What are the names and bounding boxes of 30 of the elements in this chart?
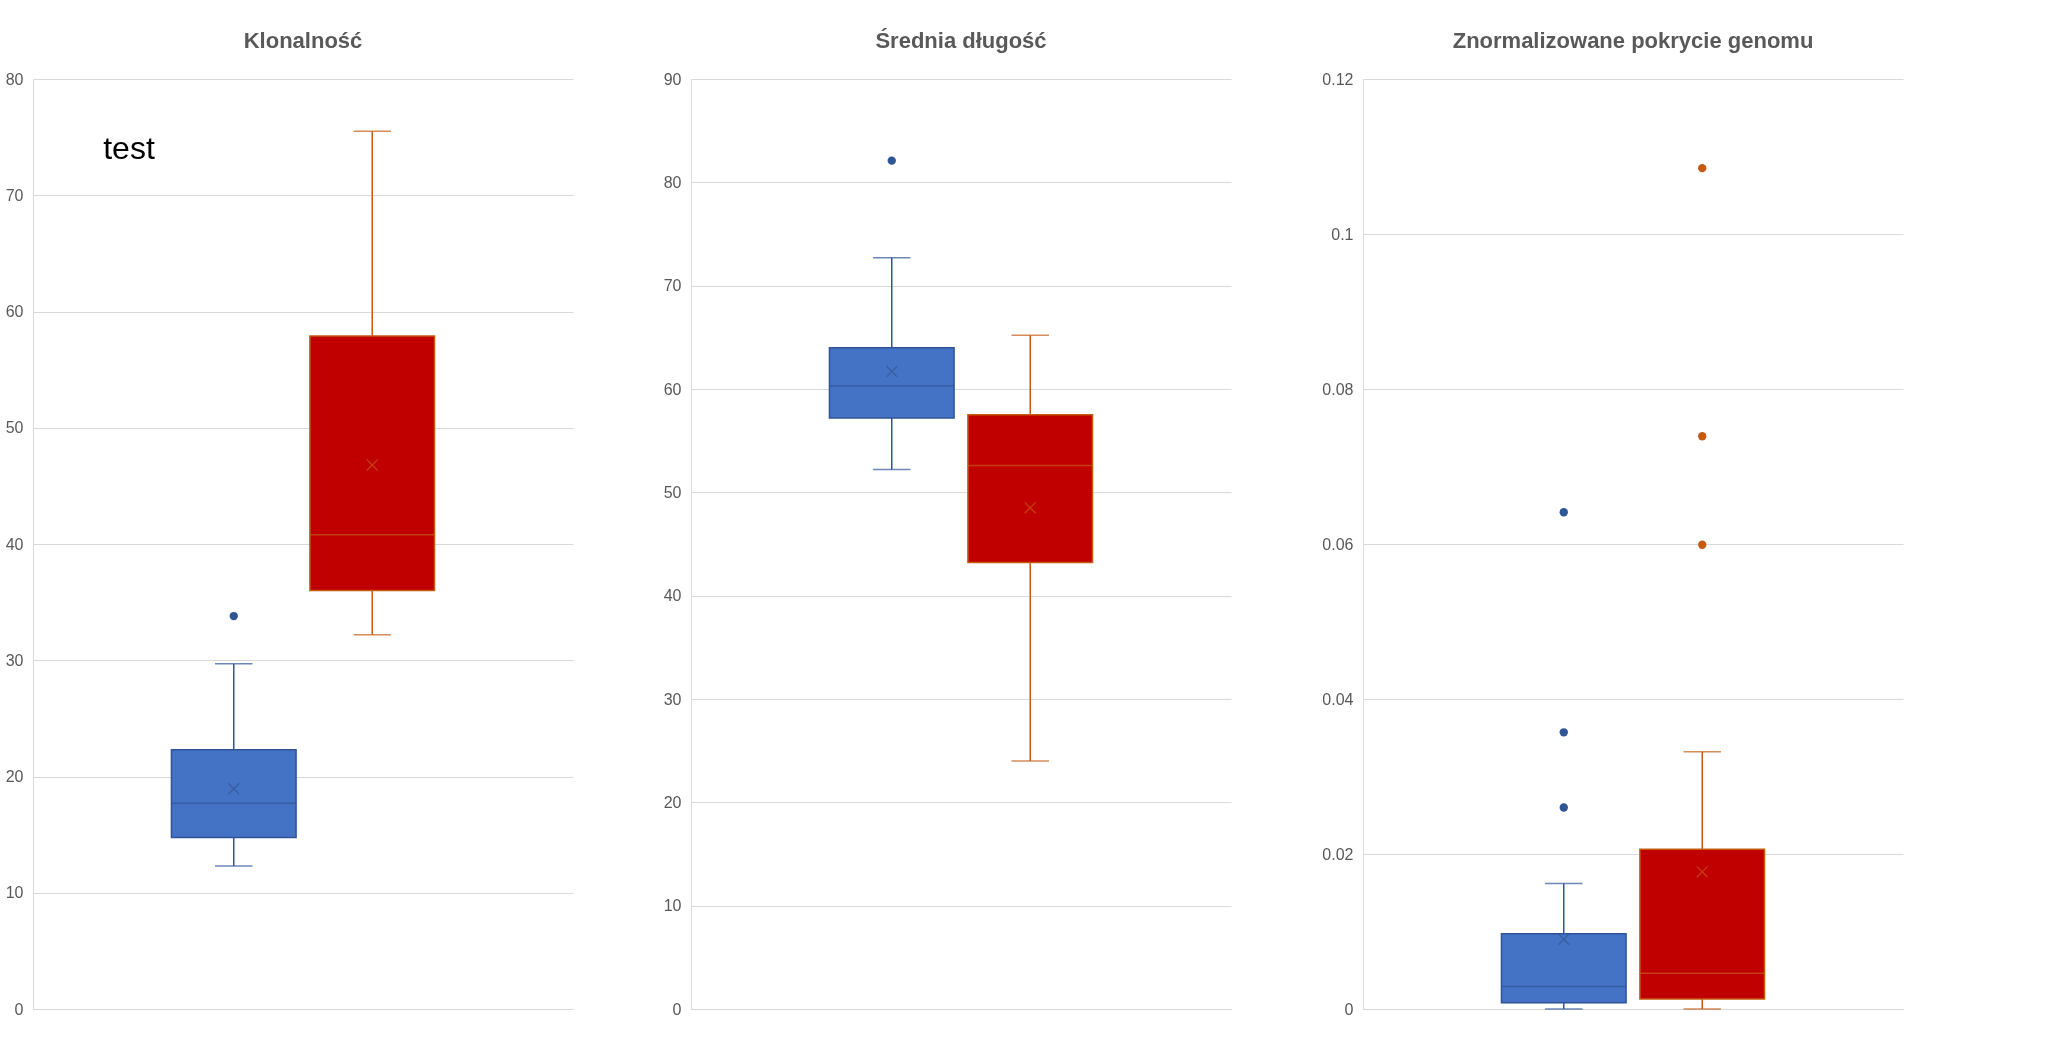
y-tick-label: 40 — [663, 587, 682, 605]
y-tick-label: 20 — [5, 768, 24, 785]
chart-title: Średnia długość — [875, 28, 1047, 53]
y-tick-label: 40 — [5, 535, 24, 553]
y-tick-label: 0 — [14, 1000, 24, 1018]
y-tick-label: 60 — [5, 303, 24, 320]
y-tick-label: 0 — [1344, 1000, 1354, 1018]
y-tick-label: 90 — [663, 70, 682, 88]
y-tick-label: 0.1 — [1331, 225, 1354, 243]
y-tick-label: 0.08 — [1322, 380, 1354, 398]
y-tick-label: 20 — [663, 793, 682, 811]
y-tick-label: 50 — [663, 483, 682, 501]
y-tick-label: 0 — [672, 1000, 682, 1018]
y-tick-label: 80 — [5, 70, 24, 88]
y-tick-label: 80 — [663, 173, 682, 191]
y-tick-label: 70 — [5, 186, 24, 204]
chart-title: Klonalność — [243, 28, 363, 53]
y-tick-label: 30 — [5, 651, 24, 669]
y-tick-label: 0.02 — [1322, 845, 1354, 863]
y-tick-label: 70 — [663, 277, 682, 295]
y-tick-label: 30 — [663, 690, 682, 708]
y-tick-label: 0.06 — [1322, 535, 1354, 553]
y-tick-label: 50 — [5, 419, 24, 437]
y-tick-label: 10 — [663, 897, 682, 915]
y-tick-label: 10 — [5, 884, 24, 902]
chart-title: Znormalizowane pokrycie genomu — [1452, 28, 1814, 53]
y-tick-label: 0.12 — [1322, 70, 1354, 88]
y-tick-label: 60 — [663, 380, 682, 398]
y-tick-label: 0.04 — [1322, 690, 1354, 708]
annotation: test — [103, 129, 155, 166]
